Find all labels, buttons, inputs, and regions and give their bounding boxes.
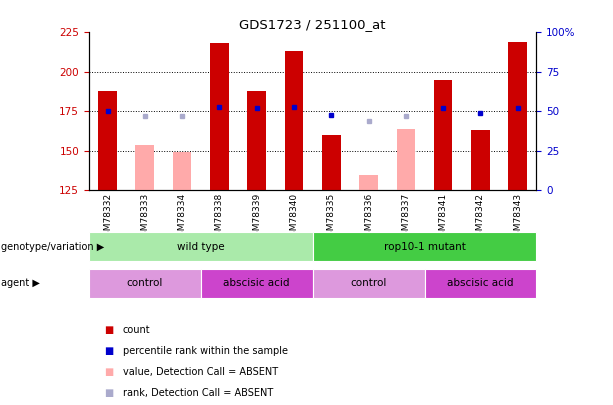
Text: ■: ■	[104, 367, 113, 377]
Bar	[313, 232, 536, 261]
Text: control: control	[351, 278, 387, 288]
Bar	[201, 269, 313, 298]
Text: agent ▶: agent ▶	[1, 278, 40, 288]
Title: GDS1723 / 251100_at: GDS1723 / 251100_at	[240, 18, 386, 31]
Text: count: count	[123, 325, 150, 335]
Bar	[313, 269, 424, 298]
Text: ■: ■	[104, 346, 113, 356]
Bar	[98, 91, 117, 190]
Text: abscisic acid: abscisic acid	[224, 278, 290, 288]
Bar	[135, 145, 154, 190]
Bar	[89, 269, 201, 298]
Bar	[508, 42, 527, 190]
Text: rank, Detection Call = ABSENT: rank, Detection Call = ABSENT	[123, 388, 273, 398]
Text: ■: ■	[104, 325, 113, 335]
Text: abscisic acid: abscisic acid	[447, 278, 514, 288]
Bar	[248, 91, 266, 190]
Bar	[89, 232, 313, 261]
Bar	[434, 80, 452, 190]
Text: wild type: wild type	[177, 242, 224, 252]
Text: control: control	[127, 278, 163, 288]
Bar	[359, 175, 378, 190]
Text: rop10-1 mutant: rop10-1 mutant	[384, 242, 465, 252]
Text: ■: ■	[104, 388, 113, 398]
Bar	[424, 269, 536, 298]
Text: percentile rank within the sample: percentile rank within the sample	[123, 346, 287, 356]
Bar	[173, 152, 191, 190]
Bar	[284, 51, 303, 190]
Text: value, Detection Call = ABSENT: value, Detection Call = ABSENT	[123, 367, 278, 377]
Bar	[397, 129, 415, 190]
Bar	[210, 43, 229, 190]
Text: genotype/variation ▶: genotype/variation ▶	[1, 242, 104, 252]
Bar	[471, 130, 490, 190]
Bar	[322, 135, 341, 190]
